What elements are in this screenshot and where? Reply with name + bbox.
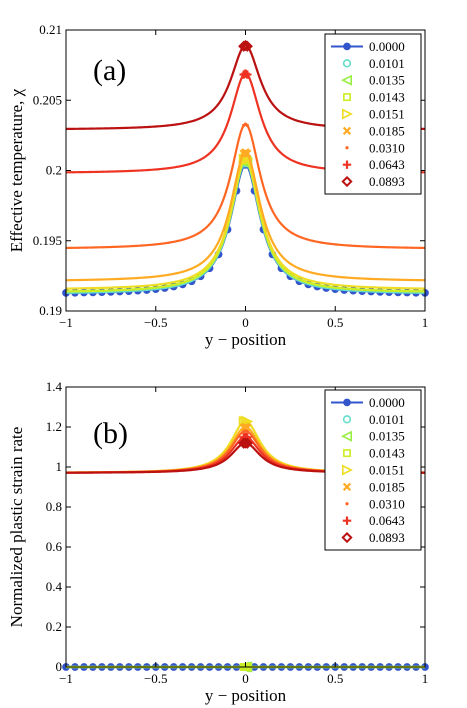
legend-box (324, 33, 422, 195)
legend-label: 0.0893 (369, 530, 405, 545)
legend-box (324, 389, 422, 551)
legend-label: 0.0135 (369, 73, 405, 88)
x-tick-label: 0.5 (327, 315, 343, 330)
x-tick-label: −1 (59, 315, 73, 330)
data-point (243, 70, 252, 79)
legend-label: 0.0185 (369, 479, 405, 494)
y-tick-label: 1.2 (46, 419, 62, 434)
x-tick-label: 1 (422, 671, 429, 686)
legend-marker (342, 160, 352, 169)
x-axis-label: y − position (205, 686, 287, 705)
x-axis-label: y − position (205, 330, 287, 349)
legend-marker (345, 502, 349, 506)
legend-marker (341, 430, 353, 442)
y-tick-label: 0.6 (46, 539, 63, 554)
legend-label: 0.0101 (369, 56, 405, 71)
legend-marker (343, 449, 351, 458)
y-axis-label: Normalized plastic strain rate (7, 427, 26, 628)
x-tick-label: −1 (59, 671, 73, 686)
data-point (245, 123, 249, 127)
data-point (242, 153, 254, 165)
panel-a: −1 −0.5 0 0.5 1 0.19 0.195 0.2 0.205 0.21 y − posi… (7, 22, 429, 349)
x-tick-label: −0.5 (144, 315, 168, 330)
legend-label: 0.0893 (369, 174, 405, 189)
x-tick-label: 0 (242, 671, 249, 686)
panel-label: (a) (93, 54, 126, 87)
data-point (241, 437, 253, 449)
x-tick-label: −0.5 (144, 671, 168, 686)
data-point (238, 437, 250, 449)
legend-marker (341, 108, 353, 120)
legend-label: 0.0101 (369, 412, 405, 427)
y-axis-label: Effective temperature, χ (7, 88, 26, 252)
legend-label: 0.0143 (369, 446, 405, 461)
legend-marker (343, 42, 351, 51)
y-tick-label: 1.4 (46, 379, 63, 394)
legend-marker (342, 516, 352, 525)
legend-marker (341, 175, 353, 188)
legend-marker (343, 93, 351, 102)
y-tick-label: 0.4 (46, 579, 63, 594)
y-tick-label: 1 (56, 459, 63, 474)
data-point (239, 437, 252, 449)
legend-marker (342, 482, 352, 492)
panel-b: −1 −0.5 0 0.5 1 0 0.2 0.4 0.6 0.8 1 1.2 1.4 y − posit… (7, 379, 429, 705)
legend-marker (341, 464, 353, 476)
data-point (242, 416, 254, 428)
legend-marker (341, 74, 353, 86)
legend-marker (341, 531, 353, 544)
data-point (245, 429, 249, 434)
y-tick-label: 0.205 (33, 92, 62, 107)
legend-label: 0.0643 (369, 513, 405, 528)
legend-marker (342, 59, 352, 68)
data-point (243, 149, 252, 158)
series-0.0310 (65, 122, 426, 250)
y-tick-label: 0.19 (39, 303, 62, 318)
legend-label: 0.0643 (369, 157, 405, 172)
legend-label: 0.0185 (369, 123, 405, 138)
legend-label: 0.0000 (369, 39, 405, 54)
legend-label: 0.0135 (369, 429, 405, 444)
legend-label: 0.0310 (369, 496, 405, 511)
x-tick-label: 0 (242, 315, 249, 330)
legend-label: 0.0151 (369, 463, 405, 478)
legend-marker (342, 415, 352, 424)
series-0.0185 (65, 148, 426, 282)
legend-label: 0.0000 (369, 395, 405, 410)
y-tick-label: 0.8 (46, 499, 62, 514)
y-tick-label: 0.2 (46, 619, 62, 634)
legend-marker (342, 126, 352, 136)
legend-label: 0.0143 (369, 90, 405, 105)
legend-label: 0.0151 (369, 107, 405, 122)
y-tick-label: 0.2 (46, 163, 62, 178)
y-tick-label: 0.195 (33, 233, 62, 248)
x-tick-label: 1 (422, 315, 429, 330)
legend-marker (343, 398, 351, 407)
data-point (241, 40, 253, 52)
legend-marker (345, 146, 349, 150)
y-tick-label: 0.21 (39, 22, 62, 37)
legend-label: 0.0310 (369, 140, 405, 155)
x-tick-label: 0.5 (327, 671, 343, 686)
y-tick-label: 0 (56, 659, 63, 674)
panel-label: (b) (93, 417, 128, 450)
